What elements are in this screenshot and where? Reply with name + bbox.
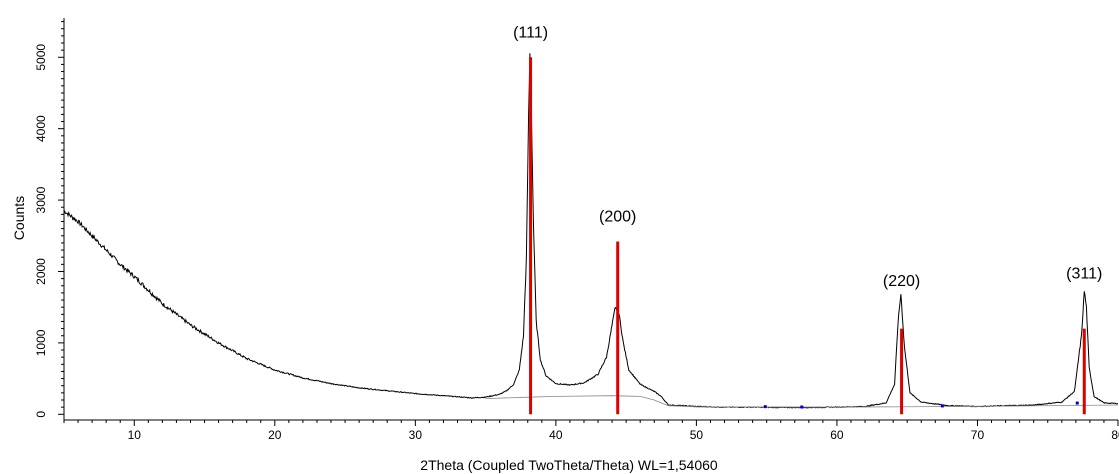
x-tick-label: 40 [549, 428, 563, 442]
peak-label: (220) [883, 273, 920, 290]
y-axis-title: Counts [11, 196, 27, 240]
y-tick-label: 5000 [34, 44, 48, 71]
y-ticks: 0 1000 2000 3000 4000 5000 [34, 21, 64, 418]
x-tick-label: 20 [268, 428, 282, 442]
x-tick-label: 50 [690, 428, 704, 442]
measured-pattern-line [63, 53, 1119, 409]
plot-area [63, 53, 1119, 415]
y-tick-label: 2000 [34, 258, 48, 285]
peak-marker [800, 405, 804, 409]
x-tick-label: 70 [971, 428, 985, 442]
peak-label: (311) [1066, 266, 1102, 283]
peak-marker [940, 404, 944, 408]
y-tick-label: 3000 [34, 186, 48, 213]
x-tick-label: 10 [128, 428, 142, 442]
peak-marker [1075, 401, 1079, 405]
x-axis-title: 2Theta (Coupled TwoTheta/Theta) WL=1,540… [420, 457, 718, 473]
peak-annotations: (111) (200) (220) (311) [513, 24, 1102, 289]
peak-label: (111) [513, 24, 548, 41]
y-tick-label: 0 [34, 411, 48, 418]
x-tick-label: 80 [1111, 428, 1119, 442]
background-line [485, 395, 1119, 408]
y-tick-label: 4000 [34, 115, 48, 142]
x-ticks: 10 20 30 40 50 60 70 80 [63, 420, 1119, 442]
x-tick-label: 60 [830, 428, 844, 442]
x-tick-label: 30 [409, 428, 423, 442]
axes: 10 20 30 40 50 60 70 80 0 1000 2000 3000 4000 5000 [34, 18, 1119, 442]
peak-marker [763, 405, 767, 409]
y-tick-label: 1000 [34, 329, 48, 356]
peak-label: (200) [599, 208, 636, 225]
